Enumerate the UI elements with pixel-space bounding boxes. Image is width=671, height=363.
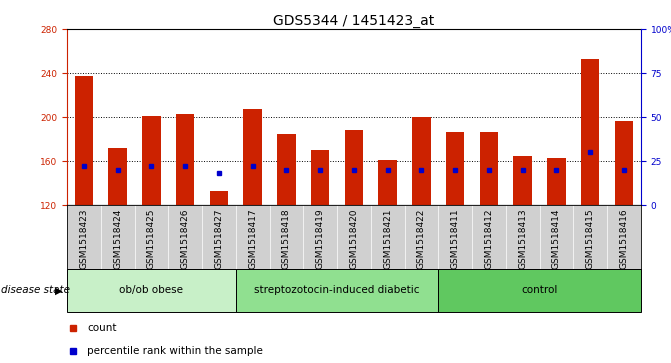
Bar bbox=[209, 191, 228, 205]
Text: ▶: ▶ bbox=[55, 285, 62, 295]
Text: GSM1518423: GSM1518423 bbox=[79, 208, 89, 269]
Text: GSM1518412: GSM1518412 bbox=[484, 208, 493, 269]
Bar bbox=[378, 160, 397, 205]
Text: GSM1518427: GSM1518427 bbox=[215, 208, 223, 269]
Text: disease state: disease state bbox=[1, 285, 70, 295]
Bar bbox=[244, 109, 262, 205]
Bar bbox=[67, 269, 236, 312]
Bar bbox=[480, 132, 499, 205]
Text: ob/ob obese: ob/ob obese bbox=[119, 285, 183, 295]
Text: GSM1518413: GSM1518413 bbox=[518, 208, 527, 269]
Bar bbox=[581, 59, 599, 205]
Bar bbox=[615, 122, 633, 205]
Text: percentile rank within the sample: percentile rank within the sample bbox=[87, 346, 263, 356]
Text: GSM1518416: GSM1518416 bbox=[619, 208, 629, 269]
Bar bbox=[277, 134, 296, 205]
Text: GSM1518415: GSM1518415 bbox=[586, 208, 595, 269]
Bar bbox=[446, 132, 464, 205]
Bar bbox=[438, 269, 641, 312]
Bar bbox=[412, 117, 431, 205]
Text: GSM1518424: GSM1518424 bbox=[113, 208, 122, 269]
Text: GSM1518426: GSM1518426 bbox=[180, 208, 190, 269]
Text: GSM1518418: GSM1518418 bbox=[282, 208, 291, 269]
Text: GSM1518419: GSM1518419 bbox=[315, 208, 325, 269]
Text: control: control bbox=[521, 285, 558, 295]
Text: GSM1518421: GSM1518421 bbox=[383, 208, 393, 269]
Title: GDS5344 / 1451423_at: GDS5344 / 1451423_at bbox=[273, 14, 435, 28]
Bar bbox=[74, 76, 93, 205]
Text: GSM1518414: GSM1518414 bbox=[552, 208, 561, 269]
Bar bbox=[513, 156, 532, 205]
Bar bbox=[311, 150, 329, 205]
Bar bbox=[547, 158, 566, 205]
Bar bbox=[109, 148, 127, 205]
Text: streptozotocin-induced diabetic: streptozotocin-induced diabetic bbox=[254, 285, 420, 295]
Text: GSM1518420: GSM1518420 bbox=[350, 208, 358, 269]
Text: GSM1518417: GSM1518417 bbox=[248, 208, 257, 269]
Bar bbox=[236, 269, 438, 312]
Text: GSM1518411: GSM1518411 bbox=[451, 208, 460, 269]
Text: GSM1518422: GSM1518422 bbox=[417, 208, 426, 269]
Bar bbox=[345, 130, 363, 205]
Text: GSM1518425: GSM1518425 bbox=[147, 208, 156, 269]
Bar bbox=[176, 114, 195, 205]
Text: count: count bbox=[87, 323, 117, 333]
Bar bbox=[142, 116, 161, 205]
